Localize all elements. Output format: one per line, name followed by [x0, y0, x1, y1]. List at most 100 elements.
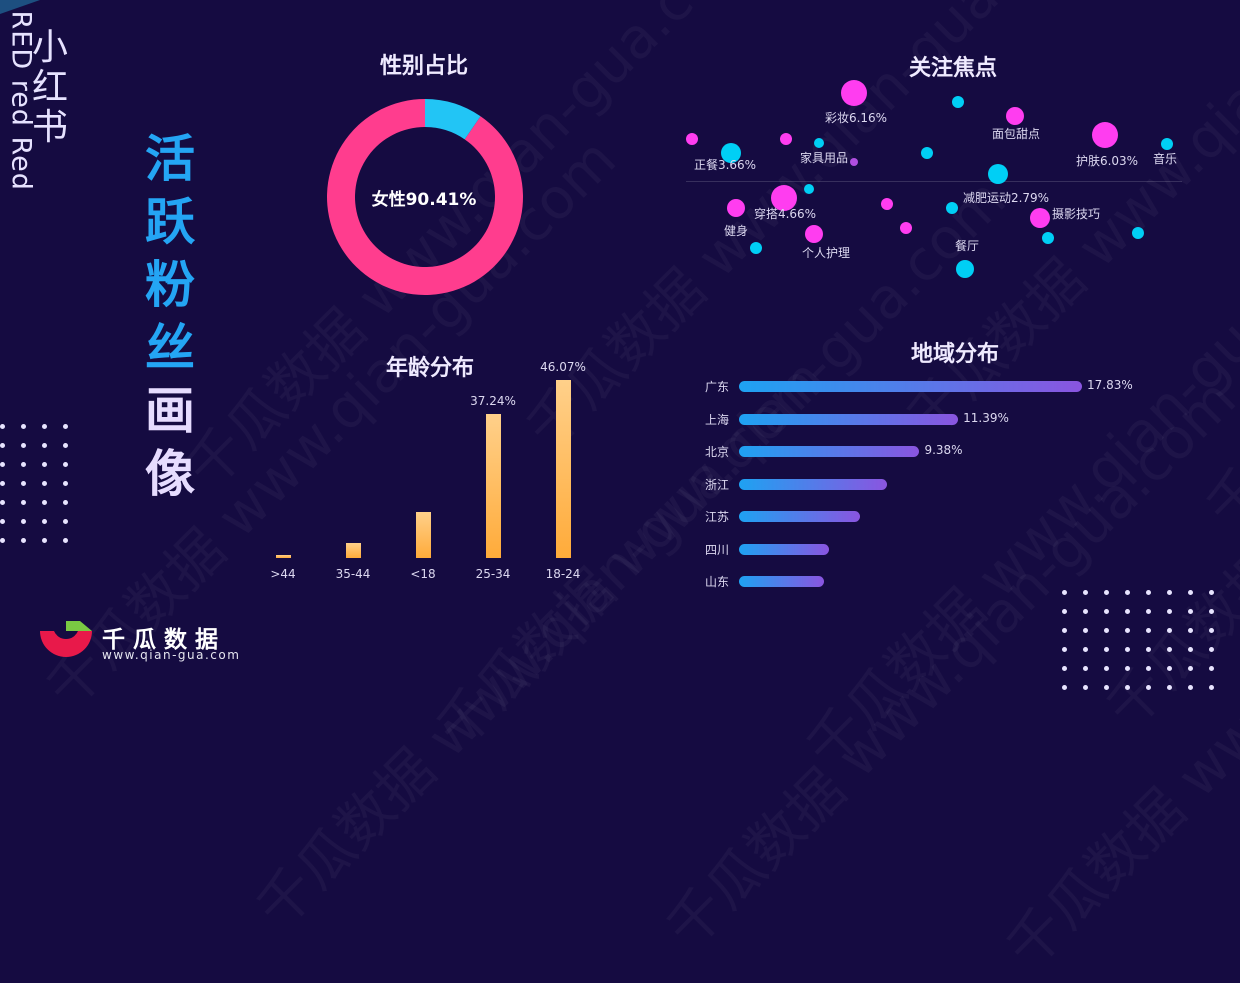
dot: [21, 443, 26, 448]
focus-divider: [686, 181, 1182, 182]
region-label: 北京: [705, 445, 730, 459]
dot: [1104, 590, 1109, 595]
dot: [1146, 685, 1151, 690]
focus-label: 健身: [723, 224, 748, 238]
dot: [21, 462, 26, 467]
dot: [1083, 685, 1088, 690]
age-bar: [416, 511, 431, 558]
focus-label: 面包甜点: [991, 127, 1040, 141]
focus-label: 穿搭4.66%: [753, 207, 817, 221]
dot: [63, 481, 68, 486]
focus-label: 彩妆6.16%: [824, 111, 888, 125]
corner-accent: [0, 0, 40, 14]
dot: [1146, 609, 1151, 614]
focus-bubble: [988, 164, 1008, 184]
age-bar: [486, 414, 501, 558]
region-label: 山东: [705, 575, 730, 589]
focus-bubble: [727, 199, 745, 217]
focus-bubble: [814, 138, 824, 148]
age-tick-label: <18: [410, 567, 436, 581]
dot: [42, 462, 47, 467]
dot: [1146, 647, 1151, 652]
dot: [0, 443, 5, 448]
dot: [1125, 609, 1130, 614]
focus-bubble: [1161, 138, 1173, 150]
dot: [63, 500, 68, 505]
dot: [1083, 590, 1088, 595]
dot: [1188, 590, 1193, 595]
region-bar: [739, 381, 1082, 392]
focus-label: 正餐3.66%: [693, 158, 757, 172]
region-bar: [739, 511, 861, 522]
hero-title: 活跃粉丝画像: [140, 128, 200, 506]
region-title: 地域分布: [910, 342, 999, 367]
focus-label: 摄影技巧: [1051, 207, 1100, 221]
gender-donut-chart: [327, 99, 523, 295]
age-tick-label: 18-24: [545, 567, 581, 581]
focus-bubble: [780, 133, 792, 145]
dot: [1209, 666, 1214, 671]
male-slice: [425, 99, 481, 140]
dot: [1104, 609, 1109, 614]
region-bar: [739, 576, 824, 587]
dot: [1209, 609, 1214, 614]
dot: [21, 500, 26, 505]
dot: [0, 538, 5, 543]
dot: [42, 481, 47, 486]
dot: [1146, 590, 1151, 595]
donut-center-label: 女性90.41%: [371, 190, 477, 210]
age-title: 年龄分布: [385, 356, 474, 381]
focus-bubble: [1030, 208, 1050, 228]
dot: [1125, 590, 1130, 595]
dot: [0, 500, 5, 505]
focus-label: 减肥运动2.79%: [962, 191, 1050, 205]
region-data-label: 11.39%: [963, 410, 1009, 425]
gender-title: 性别占比: [379, 54, 468, 79]
dot: [63, 424, 68, 429]
hero-title-blue: 活跃粉丝: [145, 130, 195, 377]
region-label: 浙江: [705, 477, 730, 492]
region-label: 上海: [705, 412, 730, 427]
dot: [1104, 666, 1109, 671]
focus-bubble: [1092, 122, 1118, 148]
dot: [1146, 628, 1151, 633]
dot: [1125, 685, 1130, 690]
dot: [42, 424, 47, 429]
dot: [42, 443, 47, 448]
focus-bubble: [956, 260, 974, 278]
dot: [1209, 647, 1214, 652]
focus-bubble: [1042, 232, 1054, 244]
focus-bubble: [952, 96, 964, 108]
logo-name: 千瓜数据: [102, 627, 226, 653]
dot: [1104, 685, 1109, 690]
dot: [63, 443, 68, 448]
age-bar: [556, 380, 571, 558]
dot: [1125, 666, 1130, 671]
region-data-label: 9.38%: [924, 443, 963, 457]
focus-label: 个人护理: [801, 246, 850, 260]
side-subtitle: RED red Red: [5, 10, 37, 191]
region-bar: [739, 446, 920, 457]
focus-bubble: [771, 185, 797, 211]
dot: [0, 481, 5, 486]
region-label: 广东: [705, 380, 730, 394]
dot: [1083, 666, 1088, 671]
dot: [1188, 685, 1193, 690]
focus-label: 音乐: [1152, 152, 1177, 166]
region-label: 四川: [705, 542, 730, 557]
dot: [42, 500, 47, 505]
dot: [42, 538, 47, 543]
dot: [21, 481, 26, 486]
dot: [1209, 685, 1214, 690]
dot: [1083, 628, 1088, 633]
focus-bubble: [805, 225, 823, 243]
focus-bubble: [804, 184, 814, 194]
age-data-label: 46.07%: [540, 360, 586, 374]
dot: [1188, 628, 1193, 633]
dot: [1104, 647, 1109, 652]
dot: [1209, 628, 1214, 633]
watermark-text: 千瓜数据 www.qian-gua.com: [235, 338, 841, 944]
focus-bubble: [841, 80, 867, 106]
region-bar: [739, 543, 830, 555]
focus-label: 餐厅: [954, 239, 979, 253]
